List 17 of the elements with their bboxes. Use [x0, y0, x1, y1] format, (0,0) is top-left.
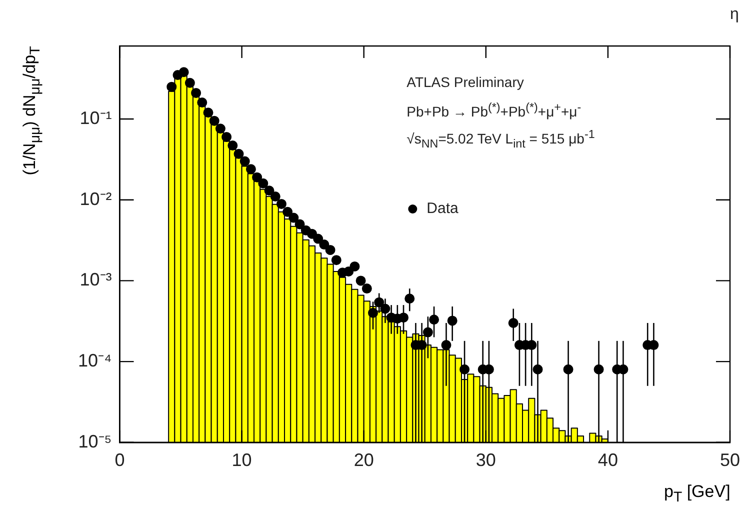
y-tick-label: 10⁻⁵ [78, 431, 112, 452]
x-axis-title: p$_{T}$ [GeV] [664, 482, 730, 506]
x-tick-label: 50 [720, 450, 740, 470]
y-tick-label: 10⁻² [80, 188, 112, 209]
y-tick-label: 10⁻¹ [80, 108, 112, 128]
annotation: Pb+Pb → Pb$^{(*)}$+Pb$^{(*)}$+μ$^{+}$+μ$^{-}$ [406, 101, 582, 120]
x-tick-label: 30 [476, 450, 496, 470]
text: η [730, 6, 739, 24]
legend-label: Data [426, 200, 460, 218]
y-tick-label: 10⁻³ [80, 270, 112, 290]
annotation: ATLAS Preliminary [406, 74, 524, 90]
annotation: √s$_{NN}$=5.02 TeV L$_{int}$ = 515 μb$^{-1}$ [406, 128, 595, 150]
y-tick-label: 10⁻⁴ [78, 350, 112, 371]
x-tick-label: 10 [232, 450, 252, 470]
x-tick-label: 0 [114, 450, 125, 470]
x-tick-label: 40 [598, 450, 618, 470]
x-tick-label: 20 [354, 450, 374, 470]
